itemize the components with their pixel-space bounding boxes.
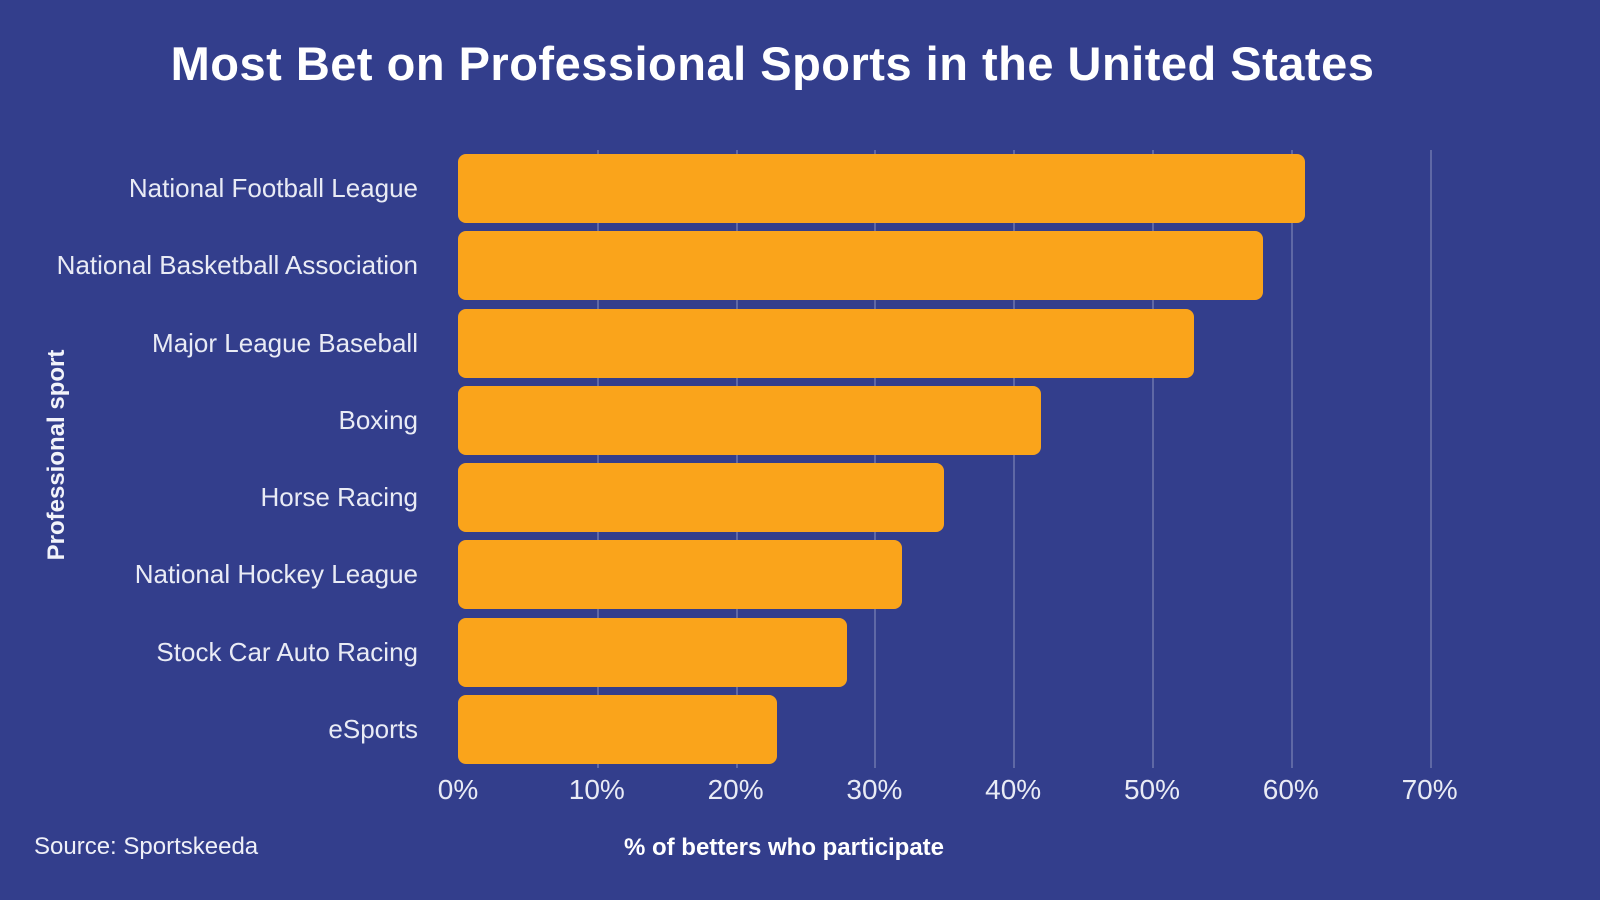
gridline-10: [596, 150, 599, 768]
gridline-20: [735, 150, 738, 768]
category-label: eSports: [328, 713, 418, 744]
bar-major-league-baseball: [458, 308, 1194, 378]
x-tick-label: 50%: [1123, 774, 1181, 805]
x-tick-label: 40%: [985, 774, 1042, 805]
category-label: Boxing: [338, 404, 419, 435]
bar-national-football-league: [458, 154, 1305, 224]
x-tick-label: 60%: [1262, 774, 1319, 805]
plot-area: [458, 150, 1499, 768]
category-label: National Hockey League: [134, 559, 418, 590]
x-tick-label: 20%: [707, 774, 764, 805]
bar-boxing: [458, 385, 1041, 455]
bar-row: [458, 382, 1499, 459]
bar-rows: [458, 150, 1499, 768]
bar-horse-racing: [458, 463, 944, 533]
x-tick-label: 70%: [1401, 774, 1458, 805]
bar-row: [458, 305, 1499, 382]
bar-esports: [458, 694, 778, 764]
bar-row: [458, 227, 1499, 304]
gridline-30: [874, 150, 877, 768]
y-axis-category-labels: National Football League National Basketb…: [0, 150, 438, 768]
x-axis-title: % of betters who participate: [623, 834, 945, 861]
source-note: Source: Sportskeeda: [34, 833, 259, 860]
x-tick-label: 30%: [846, 774, 903, 805]
bar-row: [458, 691, 1499, 768]
bar-row: [458, 536, 1499, 613]
category-label: Horse Racing: [260, 482, 418, 513]
bar-row: [458, 150, 1499, 227]
category-label: Major League Baseball: [152, 327, 418, 358]
x-tick-label: 0%: [437, 774, 479, 805]
gridline-40: [1013, 150, 1016, 768]
chart-title: Most Bet on Professional Sports in the U…: [170, 37, 1375, 90]
category-label: Stock Car Auto Racing: [156, 636, 418, 667]
x-axis-tick-labels: 0% 10% 20% 30% 40% 50% 60% 70%: [438, 774, 1499, 810]
gridline-60: [1290, 150, 1293, 768]
bar-national-hockey-league: [458, 540, 903, 610]
category-label: National Football League: [128, 173, 418, 204]
gridline-50: [1152, 150, 1154, 768]
bar-national-basketball-association: [458, 231, 1264, 301]
bar-row: [458, 614, 1499, 691]
category-label: National Basketball Association: [56, 250, 418, 281]
gridline-70: [1429, 150, 1432, 768]
bar-row: [458, 459, 1499, 536]
bar-stock-car-auto-racing: [458, 617, 847, 687]
x-tick-label: 10%: [568, 774, 625, 805]
